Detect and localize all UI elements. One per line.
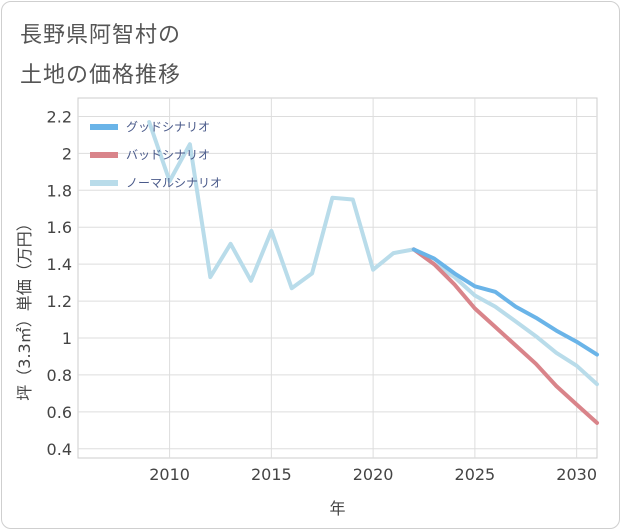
plot-area (77, 97, 598, 459)
chart-title-line1: 長野県阿智村の (20, 23, 182, 48)
y-tick-label: 2.2 (47, 107, 72, 126)
y-tick-label: 1.6 (47, 218, 72, 237)
legend-label: ノーマルシナリオ (126, 176, 222, 190)
x-tick-label: 2025 (455, 465, 496, 484)
y-axis-label: 坪（3.3㎡）単価（万円） (15, 215, 34, 400)
y-tick-label: 1.8 (47, 181, 72, 200)
x-tick-label: 2010 (149, 465, 190, 484)
x-tick-label: 2015 (251, 465, 292, 484)
y-tick-label: 2 (62, 144, 72, 163)
x-tick-label: 2030 (556, 465, 597, 484)
x-tick-label: 2020 (353, 465, 394, 484)
x-axis-label: 年 (329, 499, 345, 518)
series-line (411, 247, 599, 357)
legend-label: グッドシナリオ (126, 120, 210, 134)
y-tick-label: 0.4 (47, 440, 72, 459)
legend-label: バッドシナリオ (126, 148, 210, 162)
series-line (411, 247, 599, 425)
y-tick-label: 0.6 (47, 403, 72, 422)
y-tick-label: 0.8 (47, 366, 72, 385)
y-tick-label: 1 (62, 329, 72, 348)
y-tick-label: 1.4 (47, 255, 72, 274)
chart-title-line2: 土地の価格推移 (20, 63, 182, 88)
y-tick-label: 1.2 (47, 292, 72, 311)
series-line (147, 120, 599, 387)
